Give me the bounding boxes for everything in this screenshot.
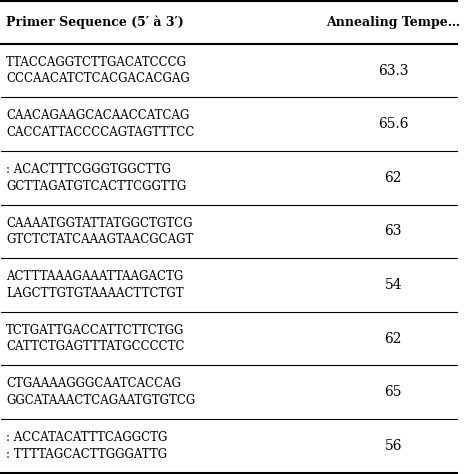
Text: : ACACTTTCGGGTGGCTTG: : ACACTTTCGGGTGGCTTG xyxy=(6,163,171,176)
Text: LAGCTTGTGTAAAACTTCTGT: LAGCTTGTGTAAAACTTCTGT xyxy=(6,287,183,300)
Text: 54: 54 xyxy=(384,278,402,292)
Text: CAAAATGGTATTATGGCTGTCG: CAAAATGGTATTATGGCTGTCG xyxy=(6,217,192,229)
Text: CCCAACATCTCACGACACGAG: CCCAACATCTCACGACACGAG xyxy=(6,73,190,85)
Text: CATTCTGAGTTTATGCCCCTC: CATTCTGAGTTTATGCCCCTC xyxy=(6,340,184,354)
Text: 63: 63 xyxy=(384,224,402,238)
Text: GCTTAGATGTCACTTCGGTTG: GCTTAGATGTCACTTCGGTTG xyxy=(6,180,186,192)
Text: 65.6: 65.6 xyxy=(378,117,409,131)
Text: 63.3: 63.3 xyxy=(378,64,409,78)
Text: CTGAAAAGGGCAATCACCAG: CTGAAAAGGGCAATCACCAG xyxy=(6,377,181,391)
Text: 56: 56 xyxy=(384,439,402,453)
Text: : ACCATACATTTCAGGCTG: : ACCATACATTTCAGGCTG xyxy=(6,431,167,444)
Text: : TTTTAGCACTTGGGATTG: : TTTTAGCACTTGGGATTG xyxy=(6,447,167,461)
Text: GGCATAAACTCAGAATGTGTCG: GGCATAAACTCAGAATGTGTCG xyxy=(6,394,195,407)
Text: 62: 62 xyxy=(384,332,402,346)
Text: 62: 62 xyxy=(384,171,402,185)
Text: CACCATTACCCCAGTAGTTTCC: CACCATTACCCCAGTAGTTTCC xyxy=(6,126,194,139)
Text: TTACCAGGTCTTGACATCCCG: TTACCAGGTCTTGACATCCCG xyxy=(6,56,187,69)
Text: Annealing Tempe…: Annealing Tempe… xyxy=(326,16,460,29)
Text: TCTGATTGACCATTCTTCTGG: TCTGATTGACCATTCTTCTGG xyxy=(6,324,184,337)
Text: Primer Sequence (5′ à 3′): Primer Sequence (5′ à 3′) xyxy=(6,16,184,29)
Text: GTCTCTATCAAAGTAACGCAGT: GTCTCTATCAAAGTAACGCAGT xyxy=(6,233,193,246)
Text: CAACAGAAGCACAACCATCAG: CAACAGAAGCACAACCATCAG xyxy=(6,109,189,122)
Text: ACTTTAAAGAAATTAAGACTG: ACTTTAAAGAAATTAAGACTG xyxy=(6,270,183,283)
Text: 65: 65 xyxy=(384,385,402,399)
